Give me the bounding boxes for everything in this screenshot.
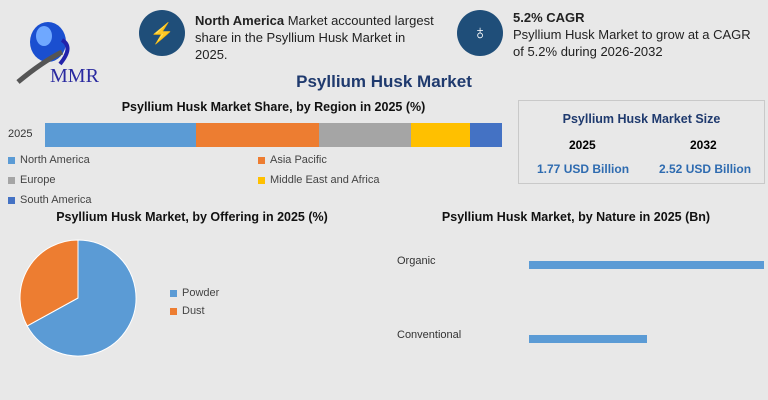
legend-label: Dust (182, 305, 205, 317)
value-2025: 1.77 USD Billion (537, 162, 630, 176)
legend-swatch (258, 176, 265, 184)
nature-bar-chart: Organic Conventional (384, 240, 768, 380)
year-2025: 2025 (569, 138, 596, 152)
legend-item: Dust (170, 305, 219, 317)
market-size-title: Psyllium Husk Market Size (562, 112, 721, 126)
cagr-bold: 5.2% CAGR (513, 10, 585, 25)
pie-slice-dust (19, 239, 79, 327)
lightning-icon: ⚡ (139, 10, 185, 56)
legend-label: Europe (20, 174, 56, 186)
legend-swatch (8, 156, 15, 164)
highlight-bold: North America (195, 13, 285, 28)
legend-swatch (170, 289, 177, 297)
bar-segment-north-america (45, 123, 196, 147)
category-label: Organic (397, 255, 436, 267)
value-2032: 2.52 USD Billion (659, 162, 752, 176)
offering-pie-chart (19, 239, 137, 357)
year-2032: 2032 (690, 138, 717, 152)
offering-chart-title: Psyllium Husk Market, by Offering in 202… (56, 210, 328, 224)
region-stacked-bar (45, 123, 502, 147)
bar-segment-middle-east-and-africa (410, 123, 470, 147)
nature-chart-title: Psyllium Husk Market, by Nature in 2025 … (441, 210, 711, 224)
market-size-box: Psyllium Husk Market Size 2025 2032 1.77… (518, 100, 765, 184)
legend-swatch (258, 156, 265, 164)
bar-segment-south-america (469, 123, 502, 147)
mmr-logo: MMR (12, 12, 112, 92)
growth-icon: ♁ (457, 10, 503, 56)
legend-label: Asia Pacific (270, 154, 327, 166)
region-category-label: 2025 (8, 128, 33, 140)
category-label: Conventional (397, 329, 462, 341)
legend-item: Europe (8, 174, 55, 186)
legend-item: South America (8, 194, 92, 206)
highlight-north-america: North America Market accounted largest s… (195, 12, 435, 63)
legend-swatch (8, 176, 15, 184)
offering-legend: Powder Dust (170, 287, 219, 323)
cagr-text: Psyllium Husk Market to grow at a CAGR o… (513, 27, 751, 59)
legend-item: Middle East and Africa (258, 174, 379, 186)
page-title: Psyllium Husk Market (296, 72, 472, 91)
region-chart-title: Psyllium Husk Market Share, by Region in… (121, 100, 426, 114)
highlight-cagr: 5.2% CAGR Psyllium Husk Market to grow a… (513, 9, 763, 60)
legend-swatch (170, 307, 177, 315)
legend-swatch (8, 196, 15, 204)
legend-item: North America (8, 154, 90, 166)
bar-conventional (529, 335, 647, 343)
bar-organic (529, 261, 764, 269)
legend-label: North America (20, 154, 90, 166)
bar-segment-asia-pacific (195, 123, 320, 147)
region-legend: North America Asia Pacific Europe Middle Ea… (8, 154, 508, 210)
legend-label: Middle East and Africa (270, 174, 380, 186)
legend-item: Powder (170, 287, 219, 299)
legend-label: South America (20, 194, 92, 206)
highlight-text: Market accounted largest share in the Ps… (195, 13, 434, 62)
svg-text:MMR: MMR (50, 65, 100, 87)
bar-segment-europe (319, 123, 411, 147)
legend-item: Asia Pacific (258, 154, 327, 166)
legend-label: Powder (182, 287, 220, 299)
pie-slice-powder (26, 239, 137, 357)
